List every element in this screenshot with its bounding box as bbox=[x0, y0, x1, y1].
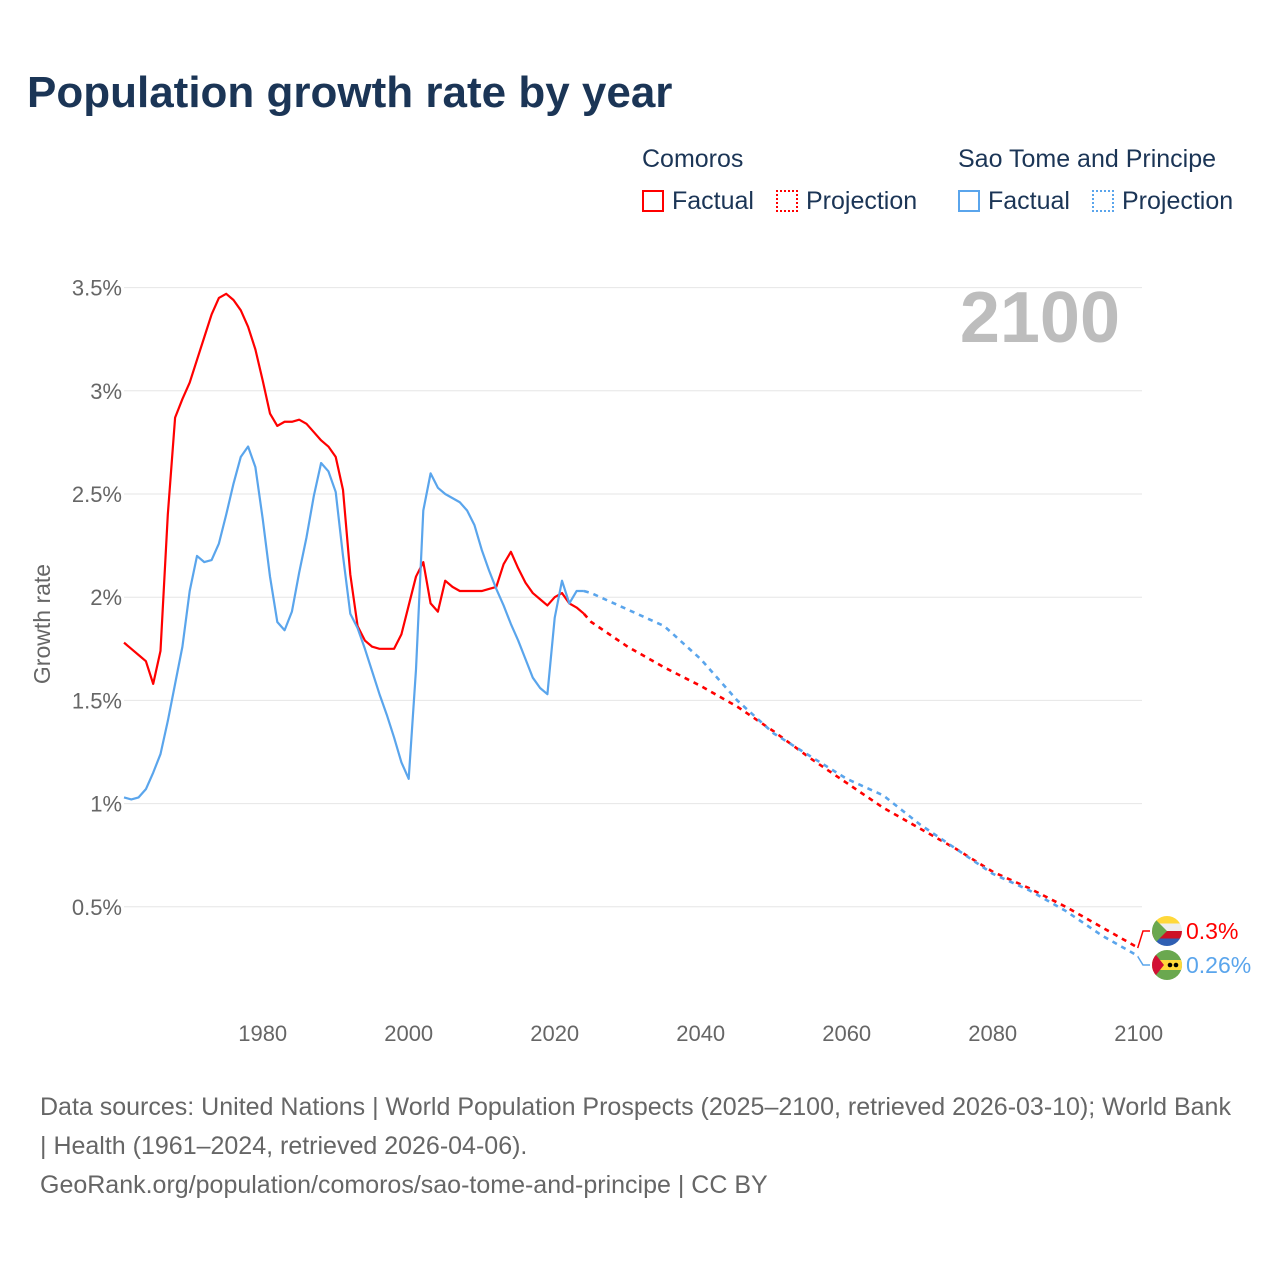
sources-link[interactable]: GeoRank.org/population/comoros/sao-tome-… bbox=[40, 1171, 768, 1199]
legend-comoros-projection[interactable]: Projection bbox=[776, 187, 917, 216]
series-line-projection-1 bbox=[583, 589, 1140, 958]
flag bbox=[1152, 916, 1182, 946]
x-tick-label: 1980 bbox=[238, 1021, 287, 1046]
y-tick-label: 2.5% bbox=[72, 482, 122, 507]
legend-label: Projection bbox=[806, 187, 918, 215]
sao-tome-flag-icon bbox=[1152, 950, 1182, 980]
y-tick-label: 0.5% bbox=[72, 895, 122, 920]
legend-comoros-factual[interactable]: Factual bbox=[642, 187, 754, 216]
y-tick-label: 1% bbox=[90, 792, 122, 817]
label-connector bbox=[1136, 930, 1150, 949]
series-line-factual-1 bbox=[123, 445, 584, 801]
chart-title: Population growth rate by year bbox=[27, 68, 673, 117]
flag-star bbox=[1173, 962, 1179, 968]
legend-label: Factual bbox=[988, 187, 1070, 215]
flag-stripe bbox=[1152, 923, 1182, 931]
y-tick-label: 2% bbox=[90, 585, 122, 610]
flag-triangle bbox=[1152, 916, 1167, 946]
legend-group-stp: Sao Tome and Principe bbox=[958, 145, 1217, 173]
y-tick-label: 1.5% bbox=[72, 688, 122, 713]
legend-stp-factual[interactable]: Factual bbox=[958, 187, 1070, 216]
legend-label: Factual bbox=[672, 187, 754, 215]
year-watermark: 2100 bbox=[960, 278, 1120, 358]
y-tick-label: 3% bbox=[90, 379, 122, 404]
x-tick-label: 2060 bbox=[822, 1021, 871, 1046]
legend-group-comoros: Comoros bbox=[642, 145, 744, 173]
legend-label: Projection bbox=[1122, 187, 1234, 215]
x-tick-label: 2100 bbox=[1114, 1021, 1163, 1046]
label-connector bbox=[1137, 955, 1150, 966]
legend-swatch-dotted bbox=[1092, 190, 1114, 212]
legend-swatch-dotted bbox=[776, 190, 798, 212]
sources-text: Data sources: United Nations | World Pop… bbox=[40, 1093, 1231, 1160]
legend-swatch-solid bbox=[642, 190, 664, 212]
flag-stripe bbox=[1152, 916, 1182, 924]
x-tick-label: 2000 bbox=[384, 1021, 433, 1046]
y-tick-label: 3.5% bbox=[72, 276, 122, 301]
flag bbox=[1152, 950, 1182, 980]
legend-stp-projection[interactable]: Projection bbox=[1092, 187, 1233, 216]
plot-area: 2100 Growth rate 0.5% 1% 1.5% 2% 2.5% 3% 3.5% 1… bbox=[29, 276, 1251, 1046]
x-tick-label: 2040 bbox=[676, 1021, 725, 1046]
x-tick-label: 2080 bbox=[968, 1021, 1017, 1046]
data-sources: Data sources: United Nations | World Pop… bbox=[40, 1088, 1240, 1205]
y-axis-label: Growth rate bbox=[29, 564, 55, 684]
comoros-flag-icon bbox=[1152, 916, 1182, 946]
flag-stripe bbox=[1152, 938, 1182, 946]
flag-yellow bbox=[1152, 960, 1182, 970]
series-line-factual-0 bbox=[123, 292, 585, 685]
flag-stripe bbox=[1152, 931, 1182, 939]
series-line-projection-0 bbox=[582, 612, 1140, 950]
x-tick-label: 2020 bbox=[530, 1021, 579, 1046]
end-value-label: 0.3% bbox=[1186, 918, 1238, 944]
legend-swatch-solid bbox=[958, 190, 980, 212]
flag-star bbox=[1167, 962, 1173, 968]
flag-triangle bbox=[1152, 950, 1164, 980]
end-value-label: 0.26% bbox=[1186, 952, 1251, 978]
